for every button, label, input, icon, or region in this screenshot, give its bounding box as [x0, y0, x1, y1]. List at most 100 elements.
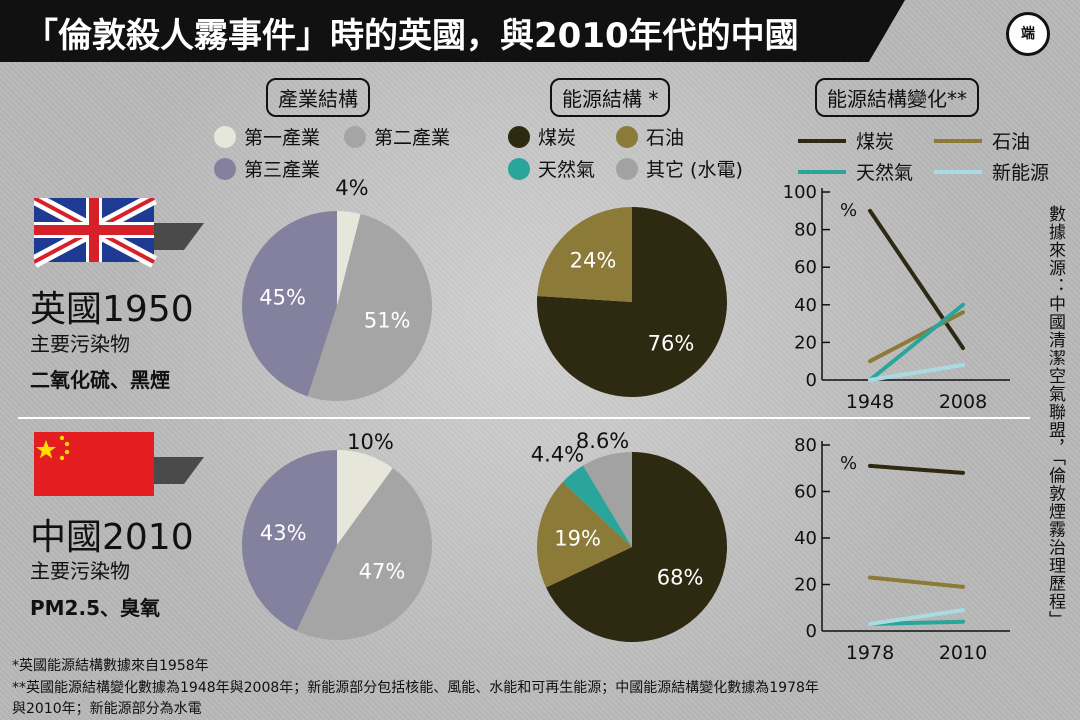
cn_energy_change-ytick-label-3: 60: [794, 482, 817, 503]
coal-swatch-icon: [508, 126, 530, 148]
cn_energy_change-ytick-label-1: 20: [794, 575, 817, 596]
brand-logo: 端: [1006, 12, 1050, 56]
uk-pollutant-label: 主要污染物: [30, 332, 130, 356]
legend-line-new: 新能源: [934, 158, 1049, 185]
cn_industry-slice-0: [337, 450, 393, 545]
uk_energy-label-1: 24%: [570, 248, 617, 272]
cn_energy_change-ytick-label-2: 40: [794, 528, 817, 549]
cn_industry-label-2: 43%: [260, 521, 307, 545]
cn_energy-slice-1: [537, 481, 632, 588]
uk_industry-slice-2: [242, 211, 337, 397]
cn-country-year: 中國2010: [30, 517, 194, 558]
legend-line-coal-label: 煤炭: [856, 131, 895, 153]
cn_energy_change-series-0: [868, 463, 965, 475]
uk-pollutant-value: 二氧化硫、黑煙: [30, 368, 170, 392]
footnote-2: **英國能源結構變化數據為1948年與2008年；新能源部分包括核能、風能、水能…: [12, 680, 819, 696]
primary-swatch-icon: [214, 126, 236, 148]
logo-text: 端: [1021, 26, 1035, 42]
other-swatch-icon: [616, 158, 638, 180]
cn_energy-label-3: 8.6%: [576, 429, 629, 453]
uk_industry-slice-1: [307, 213, 432, 401]
uk_energy_change-series-1: [868, 310, 965, 364]
cn_energy_change-series-3: [868, 608, 965, 627]
cn_industry-label-1: 47%: [359, 560, 406, 584]
uk_industry-slice-0: [337, 211, 361, 306]
uk_industry-label-0: 4%: [335, 176, 368, 200]
uk_energy_change-xlabel-1: 2008: [939, 391, 987, 413]
cn_industry-slice-1: [296, 468, 433, 640]
oil-line-icon: [934, 139, 982, 143]
coal-line-icon: [798, 139, 846, 143]
uk_energy_change-xlabel-0: 1948: [846, 391, 894, 413]
cn_energy_change-ylabel: %: [840, 453, 857, 474]
cn_energy_change-xlabel-0: 1978: [846, 642, 894, 664]
legend-tertiary-label: 第三產業: [244, 159, 321, 181]
uk_energy_change-series-2: [868, 302, 965, 382]
uk_energy_change-ylabel: %: [840, 200, 857, 221]
legend-oil-label: 石油: [646, 127, 685, 149]
cn-pollutant-label: 主要污染物: [30, 559, 130, 583]
cn_industry-slice-2: [242, 450, 337, 631]
uk_energy_change-series-0: [868, 208, 965, 351]
legend-line-gas: 天然氣: [798, 158, 913, 185]
gas-line-icon: [798, 170, 846, 174]
section-energy: 能源結構 *: [550, 78, 671, 117]
uk_energy_change-ytick-label-3: 60: [794, 257, 817, 278]
uk-flag-icon: [34, 198, 204, 268]
legend-secondary: 第二產業: [344, 123, 450, 150]
footnote-1: *英國能源結構數據來自1958年: [12, 658, 209, 674]
legend-tertiary: 第三產業: [214, 155, 320, 182]
legend-secondary-label: 第二產業: [374, 127, 451, 149]
cn_energy-slice-0: [546, 452, 727, 642]
legend-line-new-label: 新能源: [992, 162, 1050, 184]
page-title: 「倫敦殺人霧事件」時的英國，與2010年代的中國: [24, 16, 799, 56]
legend-line-oil-label: 石油: [992, 131, 1031, 153]
legend-line-oil: 石油: [934, 127, 1030, 154]
uk_energy_change-ytick-label-4: 80: [794, 220, 817, 241]
uk_industry-label-2: 45%: [259, 285, 306, 309]
title-banner: [0, 0, 905, 62]
cn_energy_change-ytick-label-4: 80: [794, 435, 817, 456]
uk_energy_change-ytick-label-2: 40: [794, 295, 817, 316]
cn_energy-slice-2: [562, 465, 632, 547]
uk_energy_change-ytick-label-1: 20: [794, 332, 817, 353]
cn_energy_change-xlabel-1: 2010: [939, 642, 987, 664]
row-divider: [18, 417, 1030, 419]
legend-other-label: 其它 (水電): [646, 159, 743, 181]
legend-line-gas-label: 天然氣: [856, 162, 914, 184]
tertiary-swatch-icon: [214, 158, 236, 180]
secondary-swatch-icon: [344, 126, 366, 148]
uk-country-year: 英國1950: [30, 289, 194, 330]
newenergy-line-icon: [934, 170, 982, 174]
legend-gas: 天然氣: [508, 155, 595, 182]
cn-pollutant-value: PM2.5、臭氧: [30, 596, 160, 620]
legend-line-coal: 煤炭: [798, 127, 894, 154]
uk_industry-label-1: 51%: [364, 309, 411, 333]
uk_energy-slice-1: [537, 207, 632, 302]
oil-swatch-icon: [616, 126, 638, 148]
legend-coal-label: 煤炭: [538, 127, 577, 149]
cn_industry-label-0: 10%: [347, 430, 394, 454]
uk_energy-label-0: 76%: [648, 332, 695, 356]
section-industry: 產業結構: [266, 78, 370, 117]
gas-swatch-icon: [508, 158, 530, 180]
data-source: 數據來源：中國清潔空氣聯盟，「倫敦煙霧治理歷程」: [1045, 205, 1065, 629]
legend-coal: 煤炭: [508, 123, 576, 150]
cn_energy_change-ytick-label-0: 0: [806, 621, 817, 642]
china-flag-icon: [34, 432, 204, 496]
cn_energy-slice-3: [583, 452, 632, 547]
section-energy-change: 能源結構變化**: [815, 78, 979, 117]
legend-gas-label: 天然氣: [538, 159, 596, 181]
cn_energy-label-1: 19%: [554, 526, 601, 550]
legend-other: 其它 (水電): [616, 155, 743, 182]
uk_energy_change-ytick-label-5: 100: [783, 182, 817, 203]
legend-primary: 第一產業: [214, 123, 320, 150]
cn_energy-label-2: 4.4%: [531, 443, 584, 467]
uk_energy_change-series-3: [868, 362, 965, 382]
footnote-3: 與2010年；新能源部分為水電: [12, 701, 202, 717]
cn_energy-label-0: 68%: [657, 566, 704, 590]
legend-oil: 石油: [616, 123, 684, 150]
cn_energy_change-series-1: [868, 575, 965, 589]
legend-primary-label: 第一產業: [244, 127, 321, 149]
